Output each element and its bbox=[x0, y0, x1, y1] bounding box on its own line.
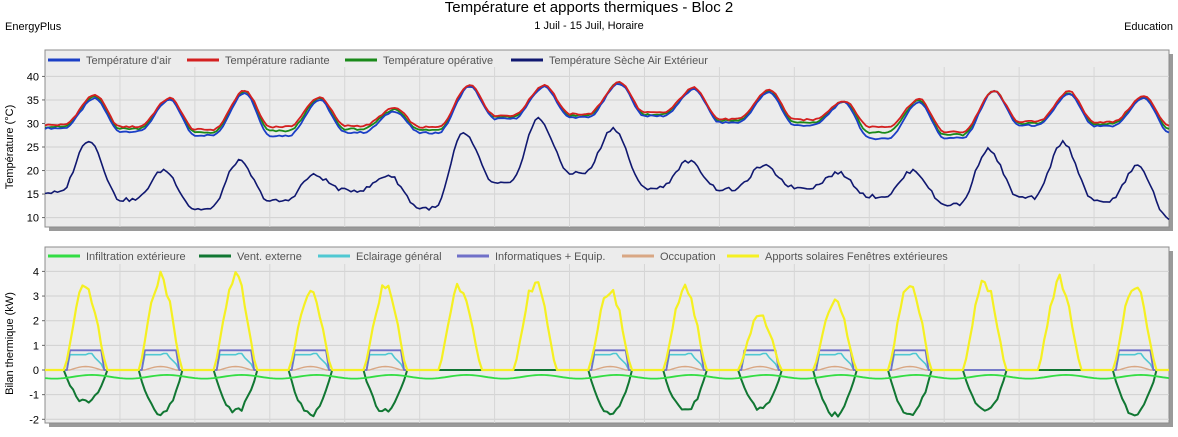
legend-label: Température radiante bbox=[225, 55, 330, 67]
y-tick-label: 30 bbox=[27, 118, 39, 130]
y-tick-label: -1 bbox=[29, 390, 39, 402]
software-label: EnergyPlus bbox=[5, 21, 62, 33]
series-line-3 bbox=[45, 349, 1169, 371]
legend-label: Eclairage général bbox=[356, 251, 442, 263]
y-tick-label: 1 bbox=[33, 340, 39, 352]
y-tick-label: 4 bbox=[33, 266, 39, 278]
series-line-1 bbox=[44, 80, 1170, 134]
y-axis-label: Température (°C) bbox=[4, 105, 16, 189]
y-tick-label: 2 bbox=[33, 316, 39, 328]
legend-label: Vent. externe bbox=[237, 251, 302, 263]
series-line-5 bbox=[45, 270, 1169, 372]
y-tick-label: 20 bbox=[27, 166, 39, 178]
legend-label: Température Sèche Air Extérieur bbox=[549, 55, 708, 67]
legend-label: Informatiques + Equip. bbox=[495, 251, 605, 263]
plot-area bbox=[44, 246, 1170, 424]
legend-label: Température opérative bbox=[383, 55, 493, 67]
legend-label: Occupation bbox=[660, 251, 716, 263]
legend-label: Apports solaires Fenêtres extérieures bbox=[765, 251, 948, 263]
y-tick-label: 40 bbox=[27, 71, 39, 83]
y-tick-label: 15 bbox=[27, 189, 39, 201]
legend-label: Infiltration extérieure bbox=[86, 251, 186, 263]
legend-label: Température d'air bbox=[86, 55, 172, 67]
chart-title: Température et apports thermiques - Bloc… bbox=[444, 0, 734, 16]
y-tick-label: 35 bbox=[27, 95, 39, 107]
chart-subtitle: 1 Juil - 15 Juil, Horaire bbox=[534, 20, 644, 32]
y-axis-label: Bilan thermique (kW) bbox=[4, 292, 16, 395]
y-tick-label: -2 bbox=[29, 414, 39, 426]
plot-area bbox=[44, 49, 1170, 228]
series-line-3 bbox=[44, 116, 1170, 221]
y-tick-label: 25 bbox=[27, 142, 39, 154]
y-tick-label: 3 bbox=[33, 291, 39, 303]
series-line-1 bbox=[45, 369, 1169, 418]
y-tick-label: 10 bbox=[27, 213, 39, 225]
building-label: Education bbox=[1124, 21, 1173, 33]
y-tick-label: 0 bbox=[33, 365, 39, 377]
series-line-0 bbox=[44, 374, 1170, 380]
